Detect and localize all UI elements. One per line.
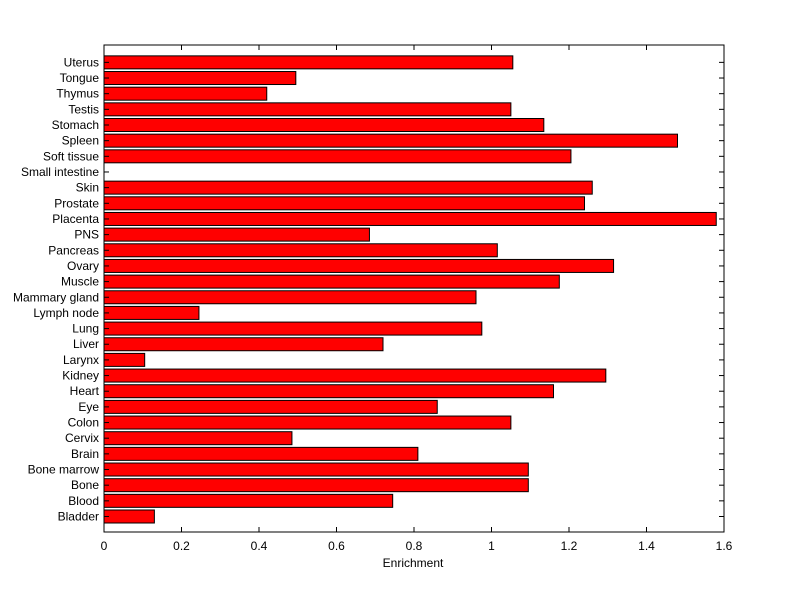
y-tick-label: Pancreas: [48, 243, 99, 257]
bar: [103, 211, 717, 226]
x-tick-label: 1.4: [638, 539, 655, 553]
bar: [103, 102, 512, 117]
bar: [103, 399, 438, 414]
y-tick-label: Thymus: [56, 87, 99, 101]
bar: [103, 71, 297, 86]
y-tick-label: Muscle: [61, 275, 99, 289]
bar: [103, 196, 585, 211]
y-tick-label: Ovary: [67, 259, 99, 273]
y-tick-label: Brain: [71, 447, 99, 461]
y-tick-label: Testis: [68, 102, 99, 116]
y-tick-label: Eye: [78, 400, 99, 414]
y-tick-label: Colon: [68, 416, 99, 430]
x-tick-label: 1.2: [561, 539, 578, 553]
bar: [103, 384, 554, 399]
axis-ticks: [103, 45, 725, 532]
bar: [103, 321, 483, 336]
bar: [103, 352, 146, 367]
bar: [103, 446, 419, 461]
bar: [103, 305, 200, 320]
x-axis-label: Enrichment: [383, 556, 444, 570]
bar: [103, 133, 678, 148]
y-tick-label: Uterus: [64, 55, 99, 69]
x-tick-label: 0.4: [251, 539, 268, 553]
bar: [103, 290, 477, 305]
y-tick-label: Kidney: [62, 369, 99, 383]
x-tick-label: 1.6: [716, 539, 733, 553]
y-tick-label: Skin: [76, 181, 99, 195]
x-tick-labels: 0 0.2 0.4 0.6 0.8 1 1.2 1.4 1.6: [101, 539, 733, 553]
bar: [103, 337, 384, 352]
y-tick-label: Placenta: [52, 212, 99, 226]
y-tick-label: Stomach: [52, 118, 99, 132]
y-tick-label: Heart: [70, 384, 100, 398]
y-tick-label: Liver: [73, 337, 99, 351]
bar: [103, 55, 514, 70]
bar: [103, 462, 529, 477]
y-tick-label: Small intestine: [21, 165, 99, 179]
plot-frame: [103, 44, 725, 533]
bar: [103, 118, 545, 132]
y-tick-label: Lung: [72, 322, 99, 336]
bar: [103, 243, 498, 258]
y-tick-label: Cervix: [65, 431, 99, 445]
x-tick-label: 0: [101, 539, 108, 553]
bar: [103, 478, 529, 493]
y-tick-label: Soft tissue: [43, 149, 99, 163]
bar: [103, 149, 572, 164]
x-tick-label: 0.8: [406, 539, 423, 553]
x-tick-label: 1: [488, 539, 495, 553]
y-tick-label: Prostate: [54, 196, 99, 210]
x-tick-label: 0.2: [173, 539, 190, 553]
y-tick-label: Larynx: [63, 353, 99, 367]
bar: [103, 431, 293, 446]
y-tick-label: Spleen: [62, 134, 99, 148]
bar: [103, 368, 607, 383]
bar: [103, 274, 560, 289]
bar: [103, 86, 268, 101]
y-tick-label: Mammary gland: [13, 290, 99, 304]
bar: [103, 227, 370, 242]
y-tick-label: Bladder: [58, 510, 99, 524]
bar: [103, 415, 512, 430]
x-tick-label: 0.6: [328, 539, 345, 553]
bar: [103, 180, 593, 195]
y-tick-label: Lymph node: [33, 306, 99, 320]
y-tick-label: PNS: [74, 228, 99, 242]
bar: [103, 258, 615, 273]
y-tick-label: Bone marrow: [28, 463, 100, 477]
y-tick-label: Tongue: [60, 71, 100, 85]
bar: [103, 509, 155, 524]
bar: [103, 493, 394, 508]
y-tick-label: Blood: [68, 494, 99, 508]
y-tick-label: Bone: [71, 478, 99, 492]
